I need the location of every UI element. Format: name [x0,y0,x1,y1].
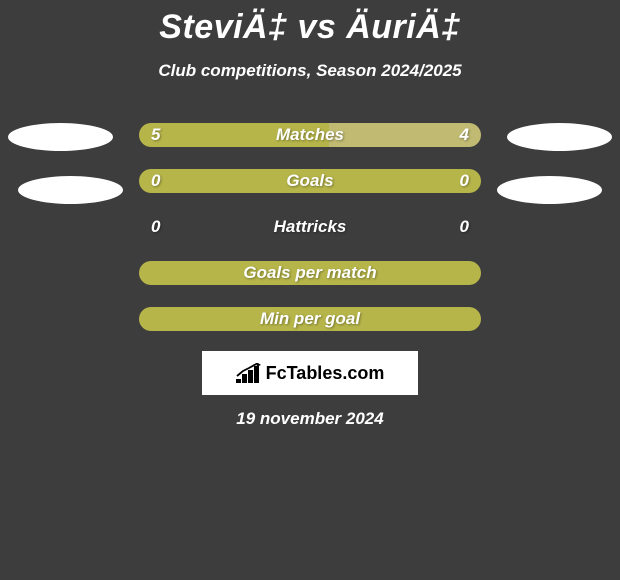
logo-text: FcTables.com [266,363,385,384]
stat-label: Hattricks [274,217,347,237]
page-subtitle: Club competitions, Season 2024/2025 [0,61,620,81]
stat-right-value: 0 [460,217,469,237]
stat-label: Min per goal [260,309,360,329]
player-right-avatar-2 [497,176,602,204]
stat-bar: 0 Hattricks 0 [139,215,481,239]
stat-label: Matches [276,125,344,145]
stat-left-value: 0 [151,217,160,237]
stat-bar: Min per goal [139,307,481,331]
stat-bar: Goals per match [139,261,481,285]
player-left-avatar-1 [8,123,113,151]
stat-bar: 0 Goals 0 [139,169,481,193]
player-left-avatar-2 [18,176,123,204]
logo-box: FcTables.com [202,351,418,395]
stat-left-value: 5 [151,125,160,145]
fctables-icon [236,363,262,383]
stat-left-value: 0 [151,171,160,191]
stat-bars: 5 Matches 4 0 Goals 0 0 Hattricks 0 Goals per mat… [0,123,620,331]
player-right-avatar-1 [507,123,612,151]
date-label: 19 november 2024 [0,409,620,429]
content-area: 5 Matches 4 0 Goals 0 0 Hattricks 0 Goals per mat… [0,123,620,429]
page-title: SteviÄ‡ vs ÄuriÄ‡ [0,0,620,47]
stat-label: Goals per match [243,263,376,283]
stat-right-value: 4 [460,125,469,145]
stat-label: Goals [286,171,333,191]
stat-right-value: 0 [460,171,469,191]
stat-bar: 5 Matches 4 [139,123,481,147]
